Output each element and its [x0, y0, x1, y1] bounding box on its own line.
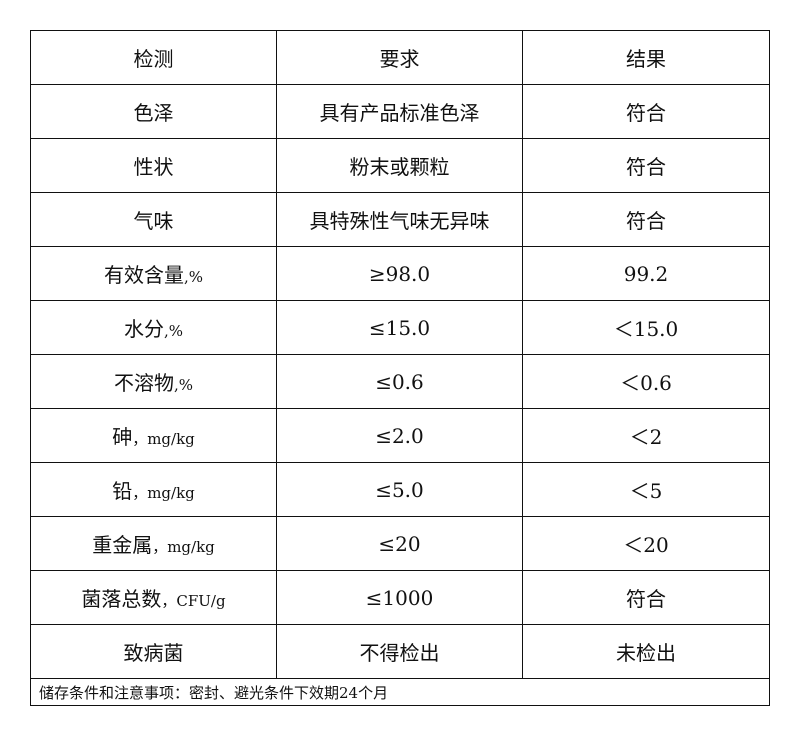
- requirement-cell: ≤2.0: [276, 408, 523, 463]
- requirement-cell: ≤20: [276, 516, 523, 571]
- item-name: 砷: [112, 425, 133, 449]
- item-name: 性状: [133, 155, 174, 179]
- table-row: 砷，mg/kg ≤2.0 ＜2: [30, 408, 770, 463]
- requirement-cell: 具有产品标准色泽: [276, 84, 523, 139]
- table-row: 不溶物,% ≤0.6 ＜0.6: [30, 354, 770, 409]
- footer-row: 储存条件和注意事项：密封、避光条件下效期24个月: [30, 678, 770, 706]
- table-row: 水分,% ≤15.0 ＜15.0: [30, 300, 770, 355]
- test-item: 致病菌: [30, 624, 277, 679]
- result-cell: 99.2: [522, 246, 770, 301]
- test-item: 性状: [30, 138, 277, 193]
- item-unit: ，mg/kg: [132, 430, 195, 448]
- item-name: 有效含量: [103, 263, 184, 287]
- table-row: 致病菌 不得检出 未检出: [30, 624, 770, 679]
- result-cell: ＜20: [522, 516, 770, 571]
- storage-note: 储存条件和注意事项：密封、避光条件下效期24个月: [30, 678, 770, 706]
- result-cell: ＜5: [522, 462, 770, 517]
- test-item: 砷，mg/kg: [30, 408, 277, 463]
- table-row: 菌落总数，CFU/g ≤1000 符合: [30, 570, 770, 625]
- item-name: 致病菌: [123, 641, 184, 665]
- table-row: 性状 粉末或颗粒 符合: [30, 138, 770, 193]
- item-unit: ，CFU/g: [161, 592, 226, 610]
- item-unit: ，mg/kg: [152, 538, 215, 556]
- requirement-cell: 不得检出: [276, 624, 523, 679]
- requirement-cell: ≤15.0: [276, 300, 523, 355]
- table-row: 气味 具特殊性气味无异味 符合: [30, 192, 770, 247]
- item-name: 水分: [123, 317, 164, 341]
- item-name: 不溶物: [113, 371, 174, 395]
- header-test: 检测: [30, 30, 277, 85]
- result-cell: ＜2: [522, 408, 770, 463]
- result-cell: 符合: [522, 192, 770, 247]
- item-name: 菌落总数: [81, 587, 162, 611]
- requirement-cell: ≤5.0: [276, 462, 523, 517]
- table-row: 重金属，mg/kg ≤20 ＜20: [30, 516, 770, 571]
- result-cell: 符合: [522, 138, 770, 193]
- item-name: 重金属: [92, 533, 153, 557]
- item-unit: ，mg/kg: [132, 484, 195, 502]
- header-requirement: 要求: [276, 30, 523, 85]
- test-item: 菌落总数，CFU/g: [30, 570, 277, 625]
- test-item: 色泽: [30, 84, 277, 139]
- test-item: 重金属，mg/kg: [30, 516, 277, 571]
- requirement-cell: 粉末或颗粒: [276, 138, 523, 193]
- requirement-cell: ≥98.0: [276, 246, 523, 301]
- table-row: 有效含量,% ≥98.0 99.2: [30, 246, 770, 301]
- test-item: 水分,%: [30, 300, 277, 355]
- test-item: 气味: [30, 192, 277, 247]
- result-cell: ＜0.6: [522, 354, 770, 409]
- result-cell: 未检出: [522, 624, 770, 679]
- item-name: 气味: [133, 209, 174, 233]
- header-result: 结果: [522, 30, 770, 85]
- item-name: 色泽: [133, 101, 174, 125]
- inspection-table: 检测 要求 结果 色泽 具有产品标准色泽 符合 性状 粉末或颗粒 符合 气味 具特殊性气味无异…: [30, 30, 770, 706]
- item-unit: ,%: [173, 376, 194, 394]
- table-row: 铅，mg/kg ≤5.0 ＜5: [30, 462, 770, 517]
- item-unit: ,%: [163, 322, 184, 340]
- test-item: 不溶物,%: [30, 354, 277, 409]
- table-header-row: 检测 要求 结果: [30, 30, 770, 85]
- requirement-cell: ≤1000: [276, 570, 523, 625]
- test-item: 有效含量,%: [30, 246, 277, 301]
- requirement-cell: 具特殊性气味无异味: [276, 192, 523, 247]
- item-unit: ,%: [183, 268, 204, 286]
- table-row: 色泽 具有产品标准色泽 符合: [30, 84, 770, 139]
- requirement-cell: ≤0.6: [276, 354, 523, 409]
- test-item: 铅，mg/kg: [30, 462, 277, 517]
- result-cell: ＜15.0: [522, 300, 770, 355]
- result-cell: 符合: [522, 84, 770, 139]
- item-name: 铅: [112, 479, 133, 503]
- result-cell: 符合: [522, 570, 770, 625]
